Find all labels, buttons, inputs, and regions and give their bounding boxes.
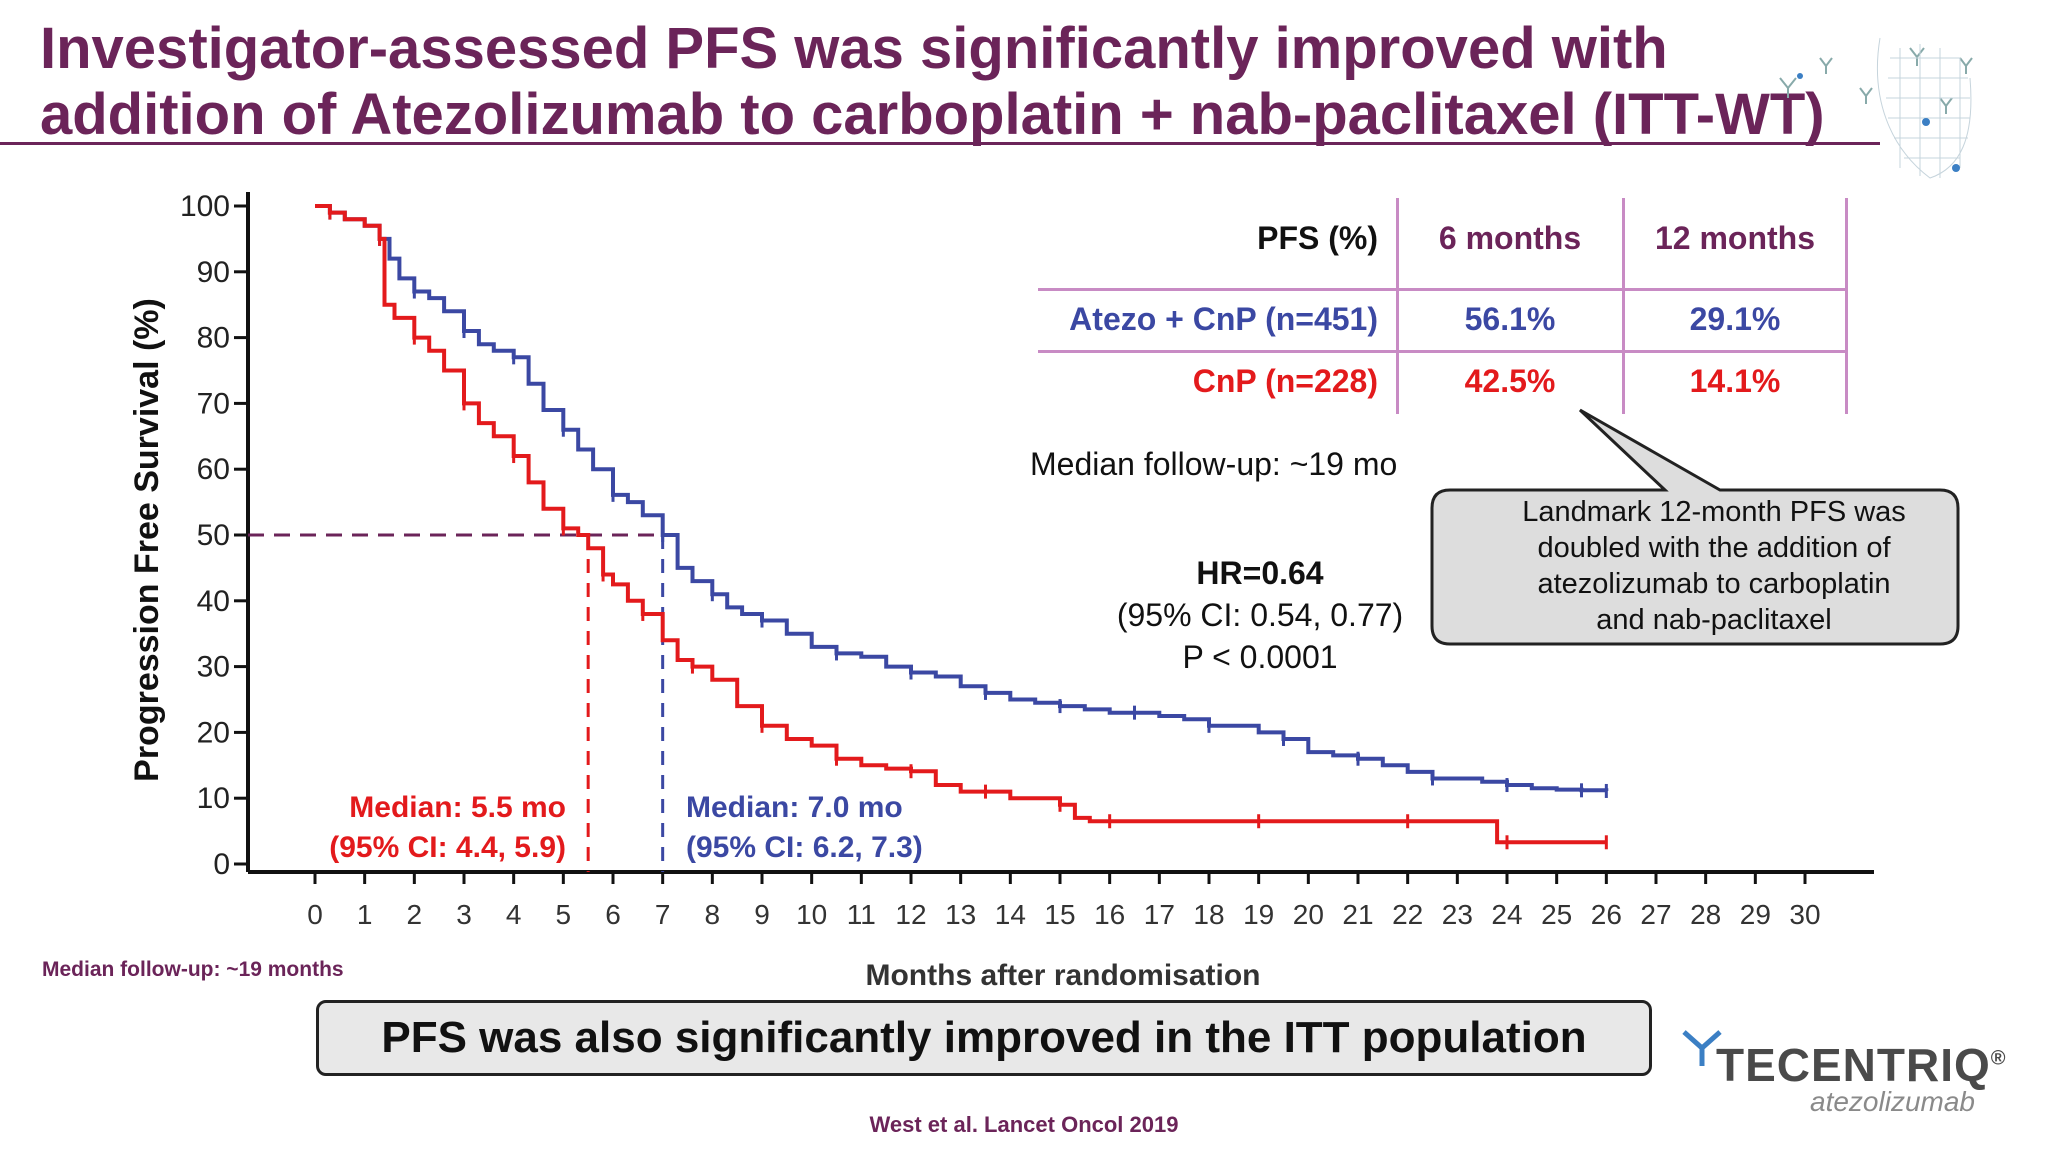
y-tick-label: 40 bbox=[197, 585, 230, 618]
x-tick-label: 28 bbox=[1690, 899, 1721, 930]
table-header-6m: 6 months bbox=[1438, 220, 1582, 256]
x-axis-label: Months after randomisation bbox=[865, 959, 1260, 992]
x-tick-label: 26 bbox=[1591, 899, 1622, 930]
hazard-ratio-ci: (95% CI: 0.54, 0.77) bbox=[1116, 597, 1404, 633]
x-tick-label: 23 bbox=[1442, 899, 1473, 930]
median-atezo-value: Median: 7.0 mo bbox=[686, 791, 903, 824]
callout-line: atezolizumab to carboplatin bbox=[1537, 568, 1891, 600]
median-cnp-value: Median: 5.5 mo bbox=[349, 791, 566, 824]
title-line-1: Investigator-assessed PFS was significan… bbox=[40, 16, 1668, 81]
callout-line: doubled with the addition of bbox=[1537, 532, 1891, 564]
x-tick-label: 16 bbox=[1094, 899, 1125, 930]
logo-subtitle: atezolizumab bbox=[1810, 1086, 1975, 1117]
table-row-atezo-6m: 56.1% bbox=[1464, 301, 1556, 337]
median-cnp-label: Median: 5.5 mo (95% CI: 4.4, 5.9) bbox=[300, 788, 566, 868]
tecentriq-logo: TECENTRIQ® atezolizumab bbox=[1680, 1006, 2006, 1118]
cnp-curve bbox=[315, 204, 1607, 845]
x-tick-label: 9 bbox=[754, 899, 770, 930]
y-tick-label: 30 bbox=[197, 651, 230, 684]
table-hrule bbox=[1038, 288, 1848, 291]
y-tick-label: 10 bbox=[197, 782, 230, 815]
median-reference-lines bbox=[248, 533, 665, 872]
p-value: P < 0.0001 bbox=[1182, 639, 1338, 675]
table-row-cnp-12m: 14.1% bbox=[1689, 363, 1781, 399]
x-tick-label: 13 bbox=[945, 899, 976, 930]
x-tick-label: 12 bbox=[895, 899, 926, 930]
x-tick-label: 25 bbox=[1541, 899, 1572, 930]
x-tick-label: 10 bbox=[796, 899, 827, 930]
itt-banner: PFS was also significantly improved in t… bbox=[316, 1000, 1652, 1076]
table-header-pfs: PFS (%) bbox=[1257, 220, 1378, 256]
x-tick-label: 11 bbox=[847, 899, 876, 930]
median-atezo-ci: (95% CI: 6.2, 7.3) bbox=[686, 831, 923, 864]
x-tick-label: 3 bbox=[456, 899, 472, 930]
y-tick-label: 50 bbox=[197, 519, 230, 552]
x-tick-label: 24 bbox=[1491, 899, 1522, 930]
x-tick-label: 8 bbox=[705, 899, 721, 930]
x-tick-label: 14 bbox=[995, 899, 1026, 930]
table-vrule bbox=[1396, 198, 1399, 414]
table-row-atezo-label: Atezo + CnP (n=451) bbox=[1069, 301, 1378, 337]
slide-title: Investigator-assessed PFS was significan… bbox=[40, 16, 1920, 148]
median-atezo-label: Median: 7.0 mo (95% CI: 6.2, 7.3) bbox=[686, 788, 986, 868]
title-line-2: addition of Atezolizumab to carboplatin … bbox=[40, 82, 1825, 147]
landmark-callout-text: Landmark 12-month PFS was doubled with t… bbox=[1484, 494, 1944, 638]
x-tick-label: 30 bbox=[1789, 899, 1820, 930]
table-header-12m: 12 months bbox=[1654, 220, 1816, 256]
x-tick-label: 5 bbox=[556, 899, 572, 930]
x-tick-label: 15 bbox=[1044, 899, 1075, 930]
logo-wordmark: TECENTRIQ® bbox=[1716, 1038, 2007, 1092]
y-tick-label: 70 bbox=[197, 387, 230, 420]
atezo-cnp-curve bbox=[315, 204, 1609, 793]
x-tick-label: 21 bbox=[1342, 899, 1373, 930]
x-tick-label: 18 bbox=[1193, 899, 1224, 930]
x-tick-label: 20 bbox=[1293, 899, 1324, 930]
logo-mark-icon bbox=[1682, 1030, 1722, 1066]
table-row-cnp-6m: 42.5% bbox=[1464, 363, 1556, 399]
x-tick-label: 4 bbox=[506, 899, 522, 930]
antibody-decoration-icon bbox=[1779, 37, 1973, 179]
y-tick-label: 20 bbox=[197, 716, 230, 749]
table-vrule bbox=[1845, 198, 1848, 414]
median-cnp-ci: (95% CI: 4.4, 5.9) bbox=[329, 831, 566, 864]
x-tick-label: 2 bbox=[407, 899, 423, 930]
logo-registered: ® bbox=[1990, 1047, 2007, 1070]
chart-series bbox=[315, 204, 1609, 850]
x-tick-label: 29 bbox=[1740, 899, 1771, 930]
y-tick-label: 90 bbox=[197, 256, 230, 289]
y-tick-label: 0 bbox=[213, 848, 230, 881]
x-tick-label: 0 bbox=[307, 899, 323, 930]
callout-line: Landmark 12-month PFS was bbox=[1522, 496, 1906, 528]
table-vrule bbox=[1622, 198, 1625, 414]
x-tick-label: 22 bbox=[1392, 899, 1423, 930]
x-tick-label: 19 bbox=[1243, 899, 1274, 930]
table-row-cnp-label: CnP (n=228) bbox=[1192, 363, 1378, 399]
x-tick-label: 17 bbox=[1144, 899, 1175, 930]
followup-footnote: Median follow-up: ~19 months bbox=[42, 958, 344, 981]
callout-line: and nab-paclitaxel bbox=[1596, 604, 1832, 636]
table-hrule bbox=[1038, 350, 1848, 353]
citation: West et al. Lancet Oncol 2019 bbox=[869, 1112, 1179, 1137]
pfs-table: PFS (%) 6 months 12 months Atezo + CnP (… bbox=[1038, 198, 1848, 414]
logo-word: TECENTRIQ bbox=[1716, 1039, 1991, 1091]
followup-annotation: Median follow-up: ~19 mo bbox=[1030, 446, 1398, 482]
landmark-callout-bubble bbox=[1430, 408, 1960, 646]
x-tick-label: 7 bbox=[655, 899, 671, 930]
y-tick-label: 100 bbox=[180, 190, 230, 223]
x-tick-label: 1 bbox=[357, 899, 373, 930]
x-tick-label: 27 bbox=[1640, 899, 1671, 930]
hazard-ratio-block: HR=0.64 (95% CI: 0.54, 0.77) P < 0.0001 bbox=[1060, 552, 1460, 678]
title-divider bbox=[0, 142, 1880, 145]
y-tick-label: 60 bbox=[197, 453, 230, 486]
x-tick-label: 6 bbox=[605, 899, 621, 930]
y-tick-label: 80 bbox=[197, 322, 230, 355]
y-axis-label: Progression Free Survival (%) bbox=[128, 298, 166, 782]
hazard-ratio: HR=0.64 bbox=[1196, 555, 1324, 591]
table-row-atezo-12m: 29.1% bbox=[1689, 301, 1781, 337]
